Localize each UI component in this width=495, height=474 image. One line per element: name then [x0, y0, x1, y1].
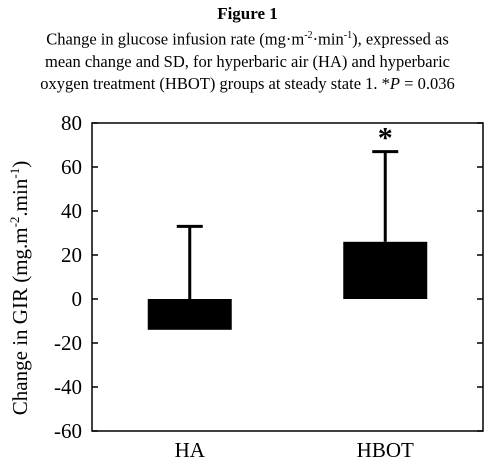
y-axis-label-mid: .min	[8, 178, 32, 216]
chart-axes	[91, 122, 484, 432]
y-tick-label: 20	[61, 243, 82, 267]
x-axis-labels: HA HBOT	[175, 438, 414, 462]
y-tick-label: 80	[61, 111, 82, 135]
caption-sup-1: -2	[304, 30, 313, 41]
caption-sup-2: -1	[343, 30, 353, 41]
caption-line-1-end: ), expressed as	[352, 29, 449, 49]
y-tick-label: -40	[54, 375, 82, 399]
caption-line-2: mean change and SD, for hyperbaric air (…	[45, 51, 450, 71]
chart-bars: *	[147, 122, 428, 330]
x-tick-label-ha: HA	[175, 438, 206, 462]
y-axis-ticks: -60 -40 -20 0 20 40 60 80	[54, 111, 483, 443]
y-tick-label: -60	[54, 419, 82, 443]
y-axis-label: Change in GIR (mg.m-2.min-1)	[7, 161, 32, 415]
y-axis-label-end: )	[8, 161, 32, 168]
y-tick-label: 40	[61, 199, 82, 223]
y-axis-label-text: Change in GIR (mg.m	[8, 227, 32, 415]
caption-p-symbol: P	[389, 73, 401, 93]
caption-line-3-text: oxygen treatment (HBOT) groups at steady…	[40, 73, 390, 93]
y-tick-label: 60	[61, 155, 82, 179]
y-axis-label-sup-1: -2	[7, 217, 22, 228]
caption-line-1-mid: ·min	[312, 29, 344, 49]
figure-caption: Figure 1 Change in glucose infusion rate…	[0, 4, 495, 94]
bar-hbot	[343, 241, 428, 299]
figure-label: Figure 1	[217, 4, 278, 23]
y-axis-label-sup-2: -1	[7, 168, 22, 179]
bar-ha	[147, 299, 232, 330]
y-tick-label: -20	[54, 331, 82, 355]
caption-line-1-text: Change in glucose infusion rate (mg·m	[46, 29, 305, 49]
y-tick-label: 0	[72, 287, 83, 311]
caption-line-1: Change in glucose infusion rate (mg·m-2·…	[0, 25, 495, 50]
x-tick-label-hbot: HBOT	[357, 438, 414, 462]
caption-line-3: oxygen treatment (HBOT) groups at steady…	[0, 73, 495, 94]
significance-asterisk: *	[378, 122, 393, 155]
caption-line-3-end: = 0.036	[400, 73, 455, 93]
plot-frame	[91, 122, 484, 432]
